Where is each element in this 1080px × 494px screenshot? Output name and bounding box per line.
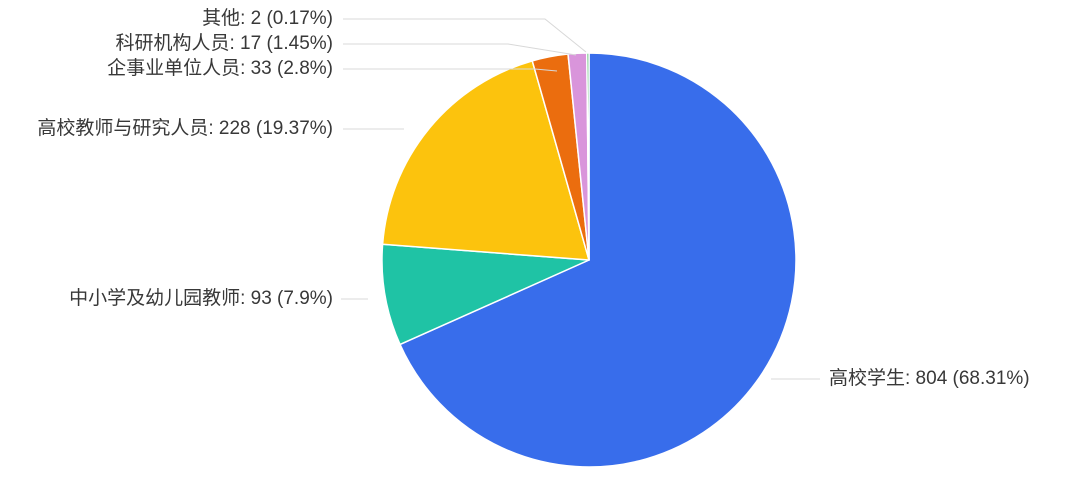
pie-slice-5[interactable]: [586, 52, 590, 261]
pie-label-university-teachers-researchers: 高校教师与研究人员: 228 (19.37%): [37, 118, 333, 139]
pie-slice-2[interactable]: [381, 60, 590, 261]
pie-label-research-institute-staff: 科研机构人员: 17 (1.45%): [115, 33, 334, 54]
pie-label-other: 其他: 2 (0.17%): [202, 8, 333, 29]
leader-line-2: [343, 68, 558, 72]
pie-label-enterprise-staff: 企事业单位人员: 33 (2.8%): [107, 58, 333, 79]
pie-slice-0[interactable]: [399, 52, 797, 468]
pie-label-university-students: 高校学生: 804 (68.31%): [829, 368, 1030, 389]
leader-line-1: [343, 43, 577, 56]
pie-label-school-kindergarten-teachers: 中小学及幼儿园教师: 93 (7.9%): [69, 288, 333, 309]
pie-slice-1[interactable]: [381, 243, 590, 346]
leader-line-0: [343, 18, 587, 53]
